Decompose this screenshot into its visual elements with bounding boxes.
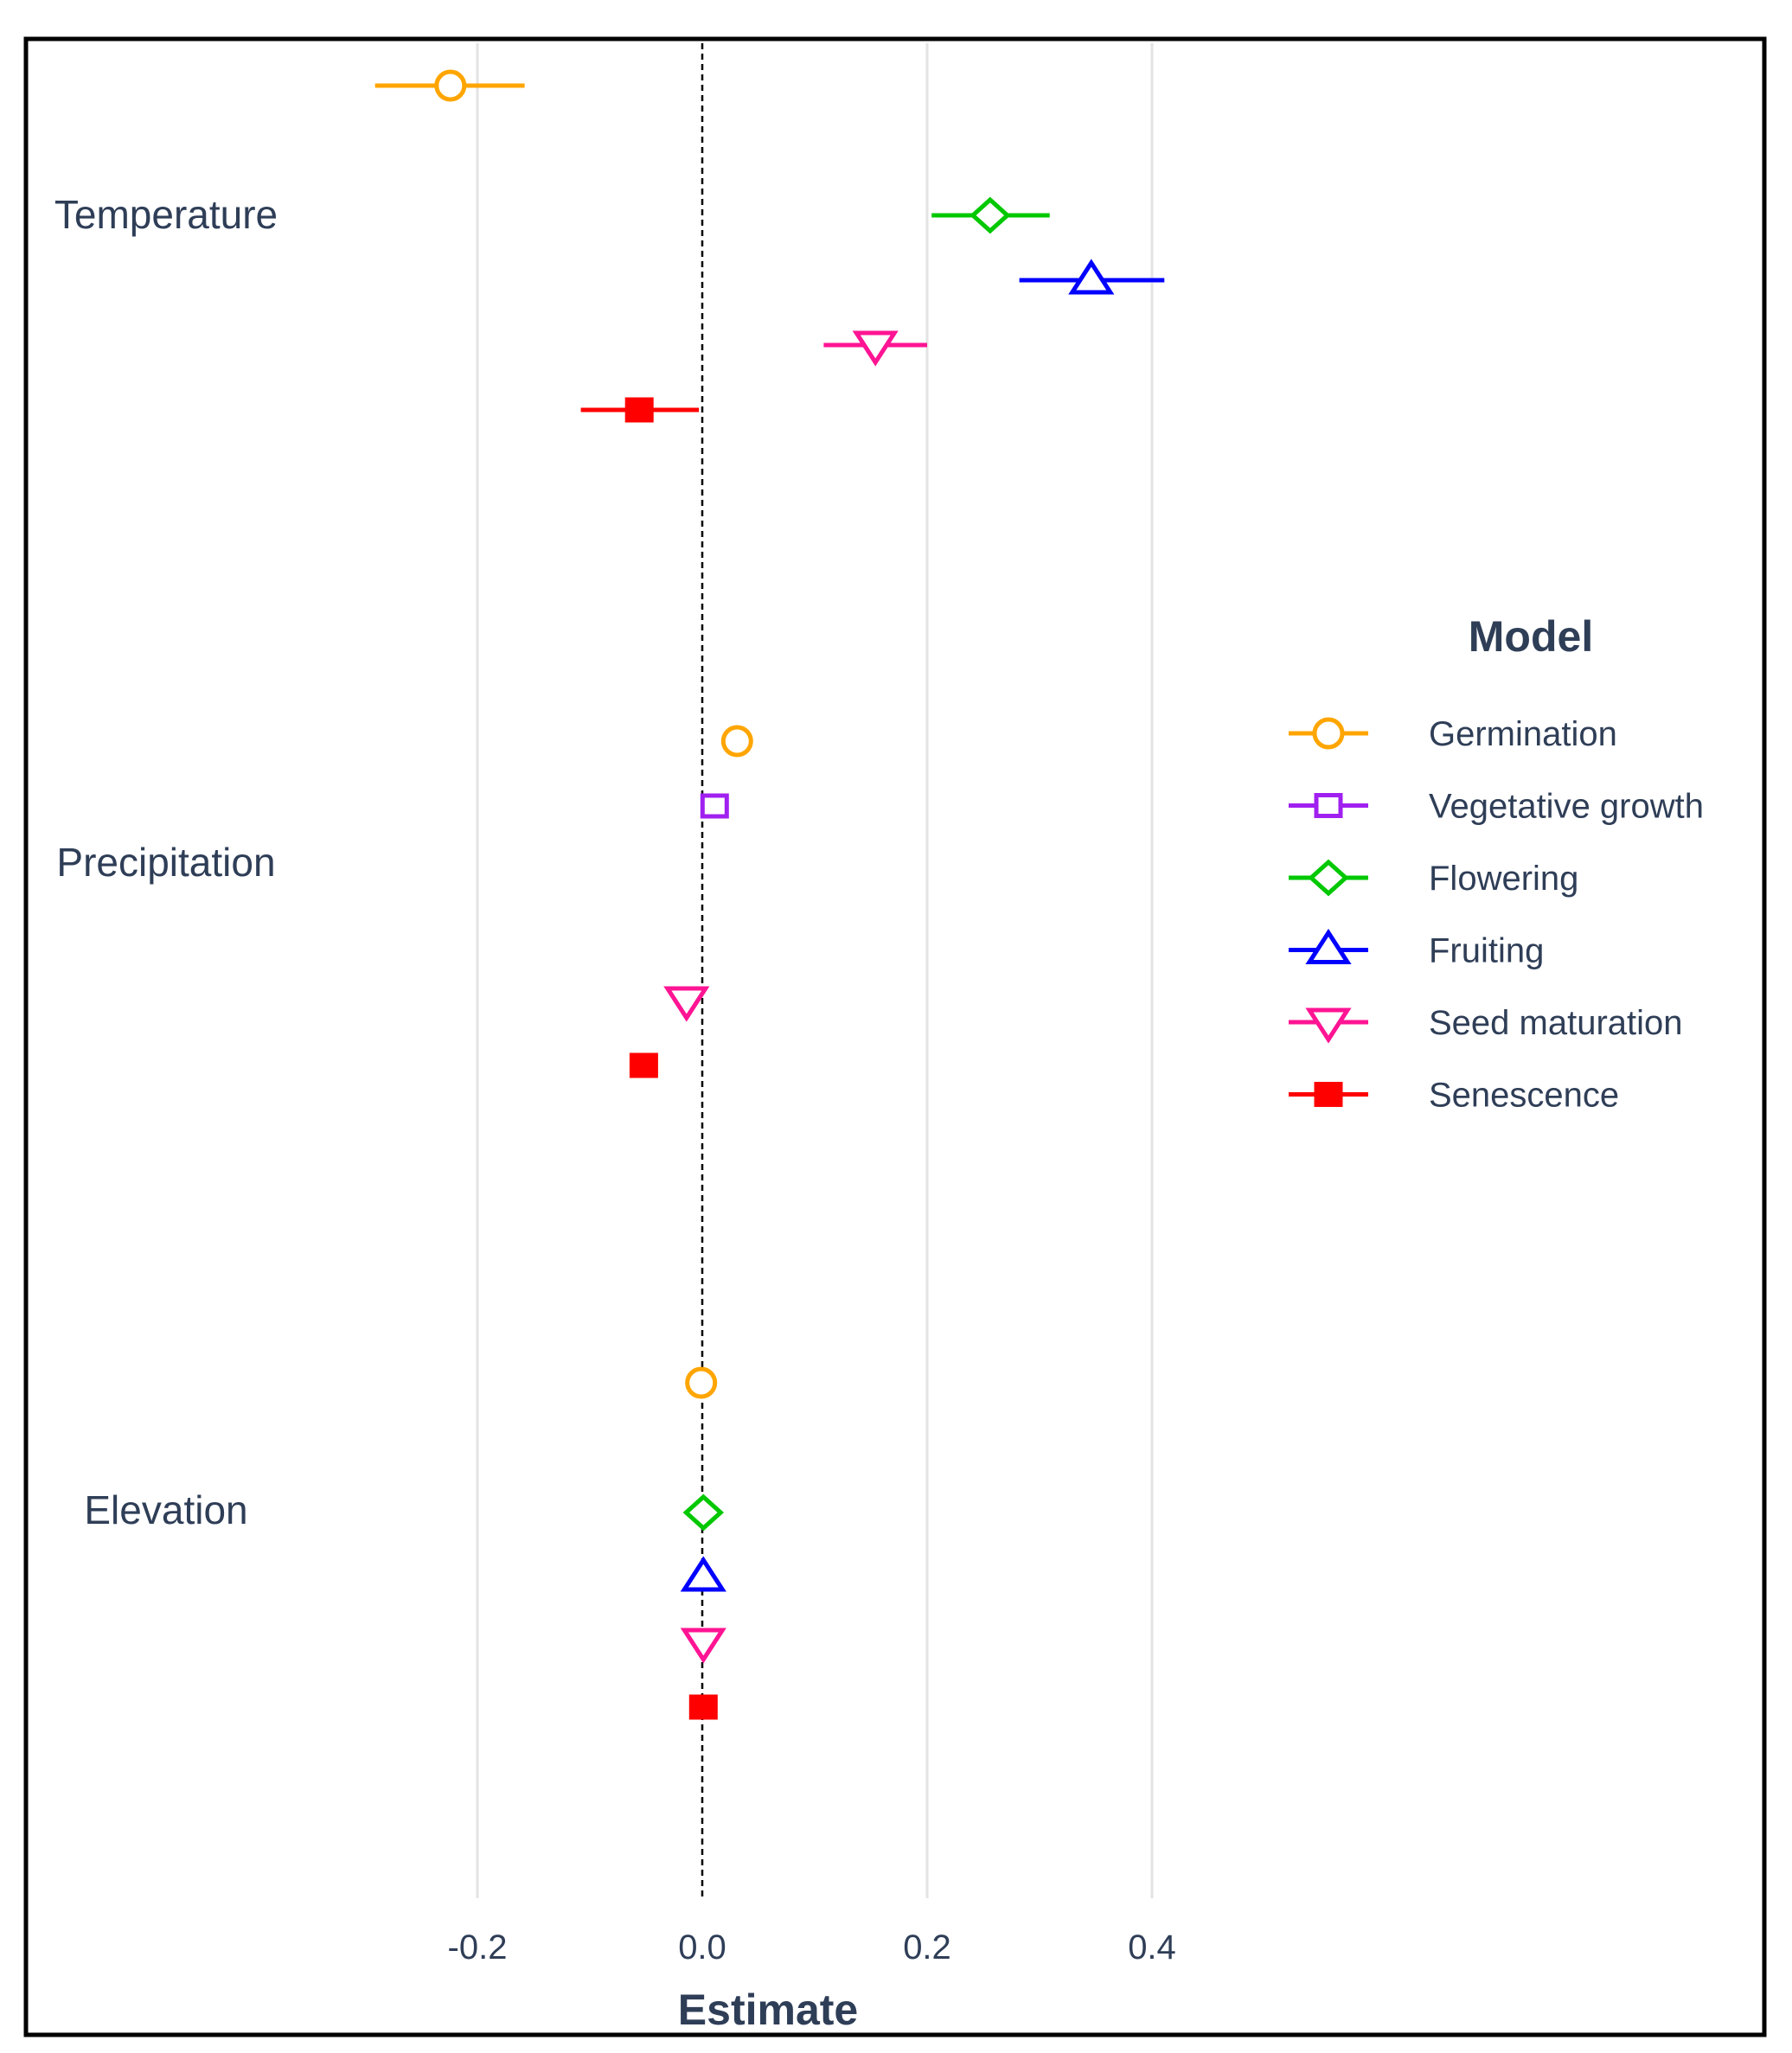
legend: Model Germination Vegetative growth Flower… (1289, 612, 1704, 1115)
group-label-precipitation: Precipitation (56, 840, 275, 885)
legend-label: Germination (1429, 715, 1617, 753)
x-tick-labels: -0.2 0.0 0.2 0.4 (448, 1928, 1176, 1967)
legend-item-fruiting: Fruiting (1289, 928, 1544, 970)
legend-key-seed-maturation (1305, 1007, 1352, 1044)
group-label-elevation: Elevation (84, 1487, 247, 1532)
point-elevation-senescence (688, 1694, 718, 1720)
legend-label: Flowering (1429, 860, 1578, 898)
point-temperature-germination (434, 69, 467, 102)
legend-label: Vegetative growth (1429, 788, 1704, 826)
x-tick-label: 0.0 (678, 1928, 726, 1967)
point-temperature-fruiting (1068, 259, 1115, 295)
group-label-temperature: Temperature (54, 192, 278, 237)
point-elevation-fruiting (680, 1556, 726, 1592)
figure-frame (23, 36, 1767, 2037)
legend-label: Senescence (1429, 1077, 1619, 1115)
legend-item-germination: Germination (1289, 715, 1617, 753)
x-tick-label: -0.2 (448, 1928, 508, 1967)
legend-label: Seed maturation (1429, 1004, 1683, 1042)
legend-item-flowering: Flowering (1289, 859, 1578, 898)
legend-key-senescence (1314, 1082, 1343, 1107)
point-precipitation-senescence (629, 1052, 658, 1078)
legend-item-senescence: Senescence (1289, 1077, 1619, 1115)
point-precipitation-seed-maturation (663, 986, 710, 1022)
legend-label: Fruiting (1429, 932, 1544, 970)
legend-key-flowering (1308, 859, 1349, 897)
point-precipitation-germination (720, 725, 753, 758)
x-tick-label: 0.4 (1128, 1928, 1176, 1967)
group-labels: Temperature Precipitation Elevation (54, 192, 278, 1532)
legend-key-vegetative-growth (1314, 793, 1343, 818)
x-axis-title: Estimate (678, 1986, 858, 2034)
x-tick-label: 0.2 (903, 1928, 951, 1967)
point-elevation-flowering (682, 1493, 725, 1532)
x-gridlines (476, 43, 1154, 1898)
legend-item-vegetative-growth: Vegetative growth (1289, 788, 1704, 826)
legend-key-germination (1312, 717, 1345, 750)
point-elevation-germination (685, 1366, 718, 1399)
point-precipitation-vegetative-growth (700, 793, 729, 819)
legend-key-fruiting (1305, 928, 1352, 964)
point-temperature-flowering (970, 196, 1011, 234)
legend-item-seed-maturation: Seed maturation (1289, 1004, 1683, 1044)
legend-items: Germination Vegetative growth Flowering Fru… (1289, 715, 1704, 1115)
point-temperature-seed-maturation (852, 330, 899, 367)
legend-title: Model (1469, 612, 1593, 661)
point-elevation-seed-maturation (680, 1628, 726, 1664)
point-temperature-senescence (624, 397, 654, 423)
estimate-points (374, 69, 1165, 1720)
